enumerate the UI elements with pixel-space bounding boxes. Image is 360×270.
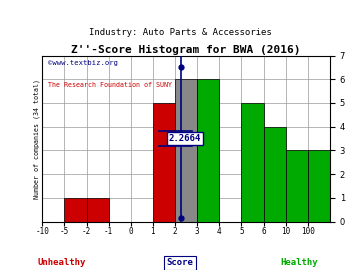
Bar [197, 79, 219, 222]
Bar [175, 79, 197, 222]
Text: Score: Score [167, 258, 193, 267]
Text: Healthy: Healthy [280, 258, 318, 267]
Text: 2.2664: 2.2664 [169, 134, 201, 143]
Text: ©www.textbiz.org: ©www.textbiz.org [48, 60, 118, 66]
Text: Industry: Auto Parts & Accessories: Industry: Auto Parts & Accessories [89, 28, 271, 37]
Bar [242, 103, 264, 222]
Y-axis label: Number of companies (34 total): Number of companies (34 total) [33, 79, 40, 198]
Bar [64, 198, 86, 222]
Bar [308, 150, 330, 222]
Title: Z''-Score Histogram for BWA (2016): Z''-Score Histogram for BWA (2016) [71, 45, 301, 55]
Text: The Research Foundation of SUNY: The Research Foundation of SUNY [48, 82, 172, 88]
Text: Unhealthy: Unhealthy [37, 258, 85, 267]
Bar [86, 198, 109, 222]
Bar [153, 103, 175, 222]
Bar [285, 150, 308, 222]
Bar [264, 127, 285, 222]
